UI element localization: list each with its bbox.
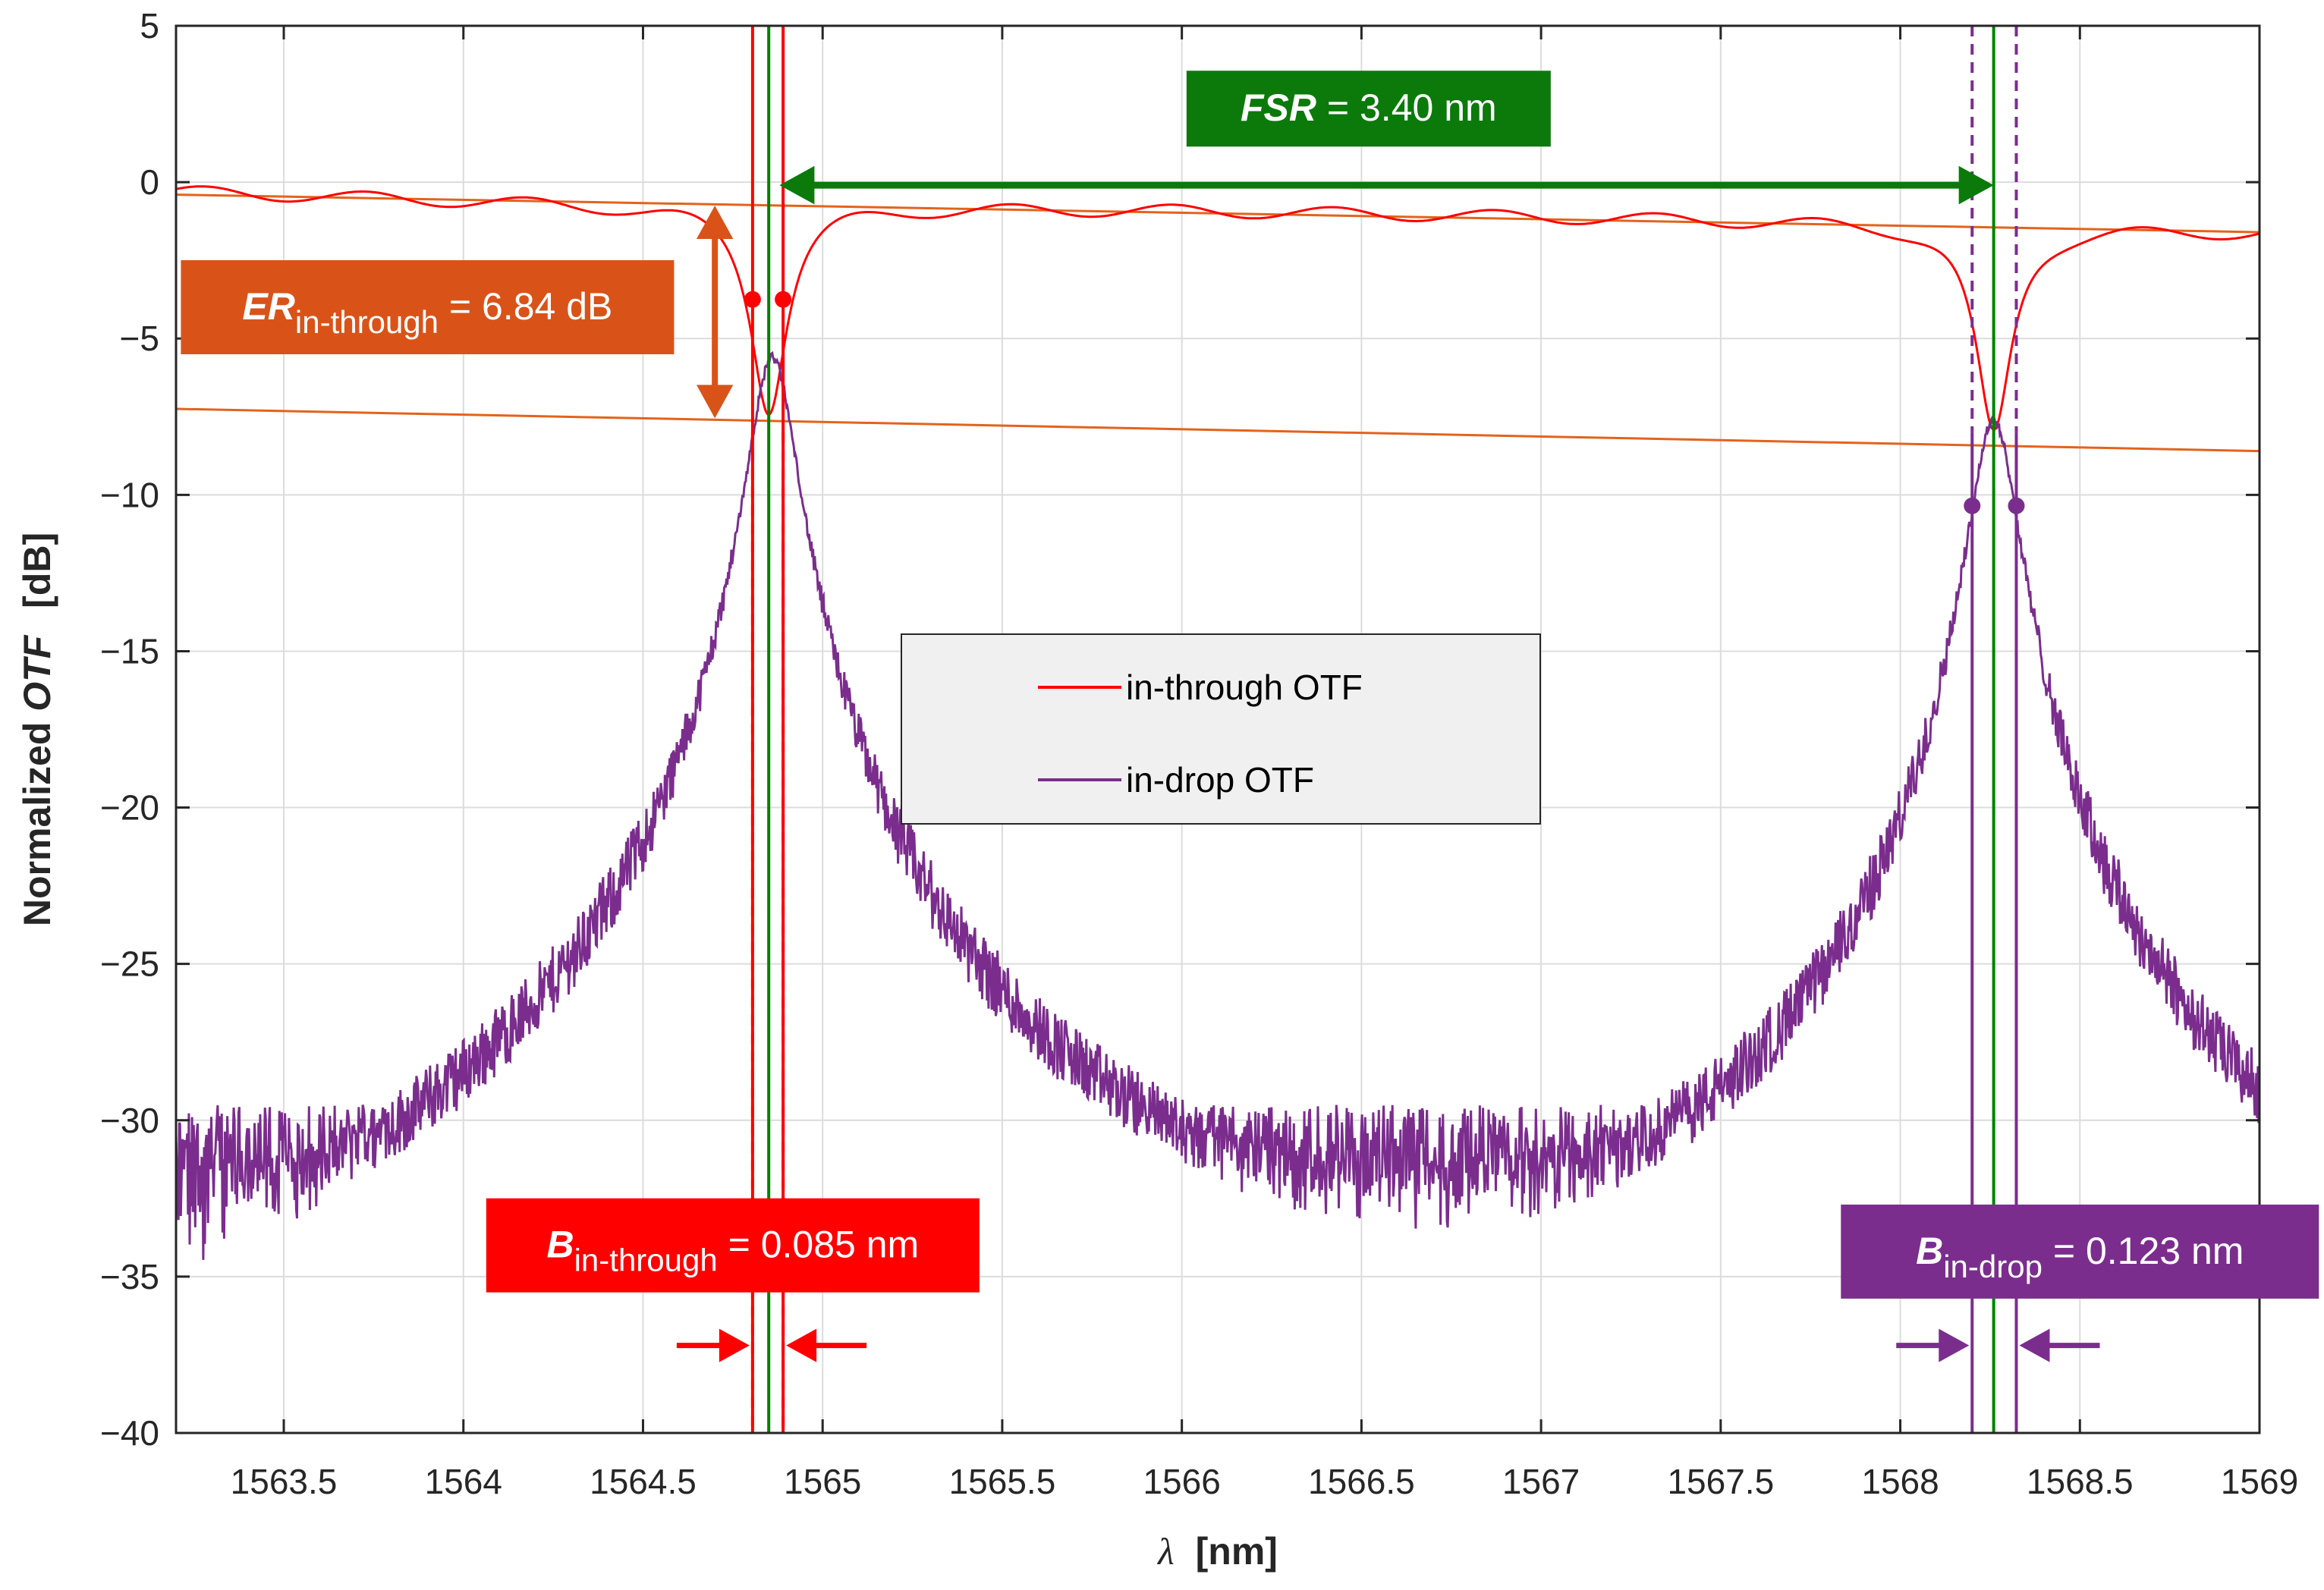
y-tick-label: −10 <box>100 475 159 514</box>
b-through-label-var: B <box>546 1224 574 1266</box>
x-axis-title: λ [nm] <box>1156 1530 1278 1573</box>
b-drop-arrow-left-head <box>1939 1328 1970 1362</box>
y-tick-label: 0 <box>140 162 159 202</box>
ticks: 1563.5 1564 1564.5 1565 1565.5 1566 1566.5 1567… <box>100 6 2298 1501</box>
x-tick-label: 1563.5 <box>231 1462 338 1501</box>
y-axis-unit: [dB] <box>16 533 58 608</box>
b-drop-label-sub: in-drop <box>1943 1249 2043 1284</box>
fsr-label-value: = 3.40 nm <box>1316 86 1497 129</box>
b-through-label-box <box>486 1198 980 1293</box>
y-tick-label: 5 <box>140 6 159 46</box>
axes-box <box>175 24 2261 1434</box>
legend-label: in-drop OTF <box>1126 760 1314 800</box>
x-tick-label: 1566.5 <box>1308 1462 1415 1501</box>
b-drop-label-value: = 0.123 nm <box>2043 1230 2244 1272</box>
x-tick-label: 1566 <box>1143 1462 1220 1501</box>
b-drop-label-box <box>1841 1204 2319 1299</box>
y-tick-label: −20 <box>100 788 159 828</box>
through-3db-left <box>744 291 761 308</box>
x-tick-label: 1567 <box>1502 1462 1580 1501</box>
legend: in-through OTF in-drop OTF <box>901 633 1541 825</box>
y-tick-label: −5 <box>120 319 159 358</box>
x-tick-label: 1568 <box>1861 1462 1939 1501</box>
er-label-var: ER <box>242 285 294 328</box>
er-arrow-down-head <box>696 385 734 419</box>
through-3db-right <box>775 291 792 308</box>
y-tick-label: −25 <box>100 944 159 984</box>
x-tick-label: 1567.5 <box>1667 1462 1774 1501</box>
b-through-label-sub: in-through <box>574 1243 718 1278</box>
y-axis-title: Normalized OTF [dB] <box>16 533 58 926</box>
legend-label: in-through OTF <box>1126 668 1363 707</box>
through-min-fit <box>175 407 2260 453</box>
legend-box <box>901 633 1541 825</box>
y-tick-label: −35 <box>100 1257 159 1296</box>
fsr-label-var: FSR <box>1241 86 1316 129</box>
y-tick-label: −30 <box>100 1101 159 1140</box>
y-axis-var: OTF <box>16 634 58 711</box>
x-tick-label: 1569 <box>2221 1462 2298 1501</box>
x-tick-label: 1565.5 <box>949 1462 1056 1501</box>
series-layer <box>175 185 2261 1260</box>
b-drop-label-text: Bin-drop = 0.123 nm <box>1916 1230 2244 1284</box>
x-tick-label: 1564.5 <box>590 1462 697 1501</box>
drop-3db-right <box>2008 497 2025 514</box>
fsr-arrow-right-head <box>1958 165 1994 205</box>
y-tick-label: −15 <box>100 631 159 671</box>
b-drop-label-var: B <box>1916 1230 1943 1272</box>
b-through-arrow-left-head <box>719 1328 750 1362</box>
x-tick-label: 1564 <box>425 1462 502 1501</box>
b-through-arrow-right-head <box>786 1328 817 1362</box>
b-through-label-text: Bin-through = 0.085 nm <box>546 1224 919 1278</box>
x-axis-unit: [nm] <box>1196 1530 1278 1573</box>
x-tick-label: 1565 <box>784 1462 861 1501</box>
b-drop-arrow-right-head <box>2019 1328 2050 1362</box>
bandwidth-markers <box>744 291 2025 514</box>
fsr-label-box <box>1186 71 1551 147</box>
y-tick-label: −40 <box>100 1413 159 1453</box>
er-arrow-up-head <box>696 206 734 240</box>
x-axis-symbol: λ <box>1156 1530 1175 1573</box>
drop-3db-left <box>1964 497 1981 514</box>
fsr-arrow-left-head <box>779 165 815 205</box>
in-through-otf-line <box>175 185 2260 431</box>
er-label-text: ERin-through = 6.84 dB <box>242 285 612 340</box>
fsr-label-text: FSR = 3.40 nm <box>1241 86 1497 129</box>
in-drop-otf-line <box>175 350 2261 1260</box>
er-label-value: = 6.84 dB <box>439 285 612 328</box>
b-through-label-value: = 0.085 nm <box>718 1224 919 1266</box>
er-label-sub: in-through <box>295 304 439 340</box>
y-axis-prefix: Normalized <box>16 712 58 926</box>
x-tick-label: 1568.5 <box>2027 1462 2134 1501</box>
er-label-box <box>181 260 675 354</box>
